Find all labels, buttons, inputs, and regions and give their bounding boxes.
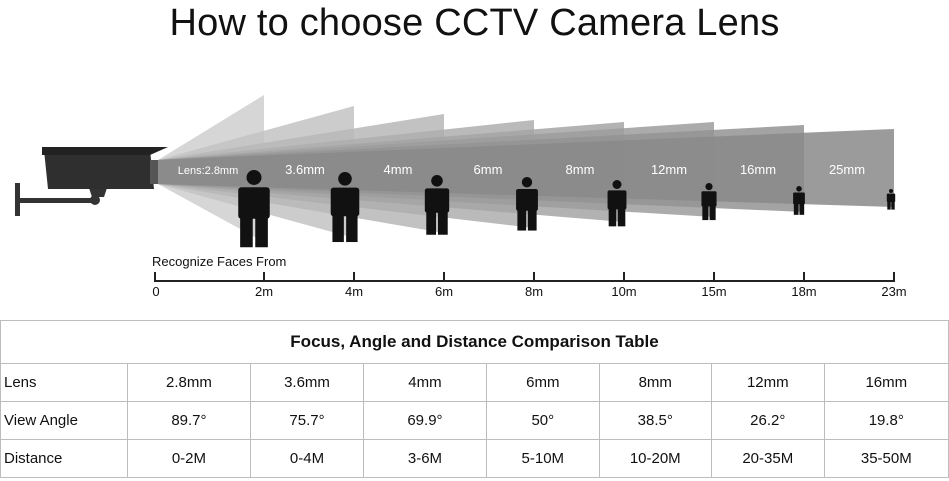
table-cell: 69.9° [362,401,488,440]
person-icon [238,170,270,248]
axis-tick-label: 4m [345,284,363,299]
lens-label: 12mm [651,162,687,177]
person-icon [607,180,627,227]
table-cell: 2.8mm [126,363,252,402]
axis-tick-label: 18m [791,284,816,299]
table-cell: 38.5° [598,401,712,440]
axis-tick-label: 10m [611,284,636,299]
table-cell: 35-50M [823,439,949,478]
person-icon [424,175,450,235]
table-cell: 8mm [598,363,712,402]
table-cell: 19.8° [823,401,949,440]
axis-tick-label: 2m [255,284,273,299]
people-silhouettes [238,170,896,248]
lens-label: Lens:2.8mm [178,165,239,177]
table-cell: 5-10M [486,439,600,478]
table-body: Lens 2.8mm 3.6mm 4mm 6mm 8mm 12mm 16mm View Angl… [0,363,949,478]
table-cell: 6mm [486,363,600,402]
lens-label: 16mm [740,162,776,177]
axis-tick-label: 0 [152,284,159,299]
comparison-table: Focus, Angle and Distance Comparison Tab… [0,320,949,478]
lens-label: 6mm [474,162,503,177]
axis-tick-label: 15m [701,284,726,299]
axis-tick-label: 8m [525,284,543,299]
axis-tick-label: 23m [881,284,906,299]
lens-label: 25mm [829,162,865,177]
table-cell: 3-6M [362,439,488,478]
table-row: View Angle 89.7° 75.7° 69.9° 50° 38.5° 26.2° 19… [0,401,949,440]
row-label: Distance [0,439,128,478]
table-cell: 0-4M [250,439,364,478]
axis-caption: Recognize Faces From [152,254,286,269]
table-cell: 26.2° [710,401,825,440]
row-label: Lens [0,363,128,402]
table-cell: 75.7° [250,401,364,440]
lens-label: 3.6mm [285,162,325,177]
lens-label: 4mm [384,162,413,177]
cctv-camera-icon [15,147,168,216]
person-icon [330,172,360,243]
table-cell: 10-20M [598,439,712,478]
table-cell: 20-35M [710,439,825,478]
row-label: View Angle [0,401,128,440]
person-icon [886,189,896,210]
person-icon [516,177,538,231]
table-cell: 4mm [362,363,488,402]
table-cell: 12mm [710,363,825,402]
table-cell: 50° [486,401,600,440]
table-row: Lens 2.8mm 3.6mm 4mm 6mm 8mm 12mm 16mm [0,363,949,402]
table-cell: 0-2M [126,439,252,478]
table-caption: Focus, Angle and Distance Comparison Tab… [0,320,949,364]
table-cell: 3.6mm [250,363,364,402]
comparison-table-wrap: Focus, Angle and Distance Comparison Tab… [0,320,949,481]
person-icon [701,183,717,221]
lens-label: 8mm [566,162,595,177]
table-cell: 16mm [823,363,949,402]
page-title: How to choose CCTV Camera Lens [169,2,780,44]
distance-axis: 0 2m 4m 6m 8m 10m 15m 18m 23m [152,272,907,299]
lens-labels: Lens:2.8mm 3.6mm 4mm 6mm 8mm 12mm 16mm 25mm [178,162,865,177]
axis-tick-label: 6m [435,284,453,299]
person-icon [793,186,805,215]
lens-coverage-diagram: Lens:2.8mm 3.6mm 4mm 6mm 8mm 12mm 16mm 25mm Rec… [15,95,907,299]
table-row: Distance 0-2M 0-4M 3-6M 5-10M 10-20M 20-35M 35-… [0,439,949,478]
table-cell: 89.7° [126,401,252,440]
